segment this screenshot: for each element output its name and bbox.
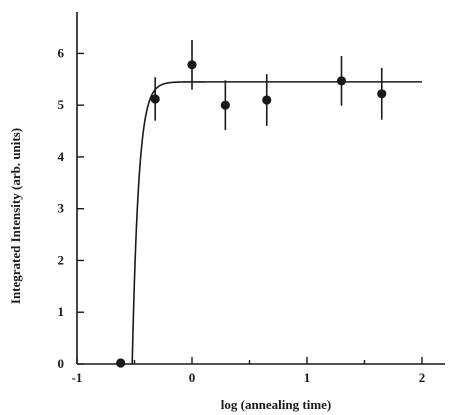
data-point <box>262 95 272 105</box>
fit-curve <box>131 81 422 365</box>
y-tick-label: 5 <box>58 97 65 112</box>
y-axis-title: Integrated Intensity (arb. units) <box>8 128 23 304</box>
x-tick-label: 0 <box>189 370 196 385</box>
x-tick-label: 1 <box>304 370 311 385</box>
axes <box>76 12 445 365</box>
y-tick-label: 6 <box>58 45 65 60</box>
y-tick-label: 4 <box>58 149 65 164</box>
y-tick-label: 1 <box>58 304 65 319</box>
data-point <box>116 358 126 368</box>
y-tick-label: 2 <box>58 252 65 267</box>
data-point <box>377 89 387 99</box>
data-point <box>336 76 347 86</box>
data-point <box>187 60 197 70</box>
ticks <box>76 52 423 365</box>
fit-curve-group <box>131 81 422 365</box>
x-tick-label: -1 <box>72 370 83 385</box>
x-tick-label: 2 <box>419 370 426 385</box>
error-bars <box>154 39 383 131</box>
data-points <box>116 60 387 368</box>
data-point <box>150 94 160 104</box>
data-point <box>220 100 230 110</box>
y-tick-label: 3 <box>58 201 65 216</box>
tick-labels: 0 1 2 3 4 5 6 -1 0 1 2 <box>58 45 426 385</box>
y-tick-label: 0 <box>58 356 65 371</box>
x-axis-title: log (annealing time) <box>221 397 332 412</box>
